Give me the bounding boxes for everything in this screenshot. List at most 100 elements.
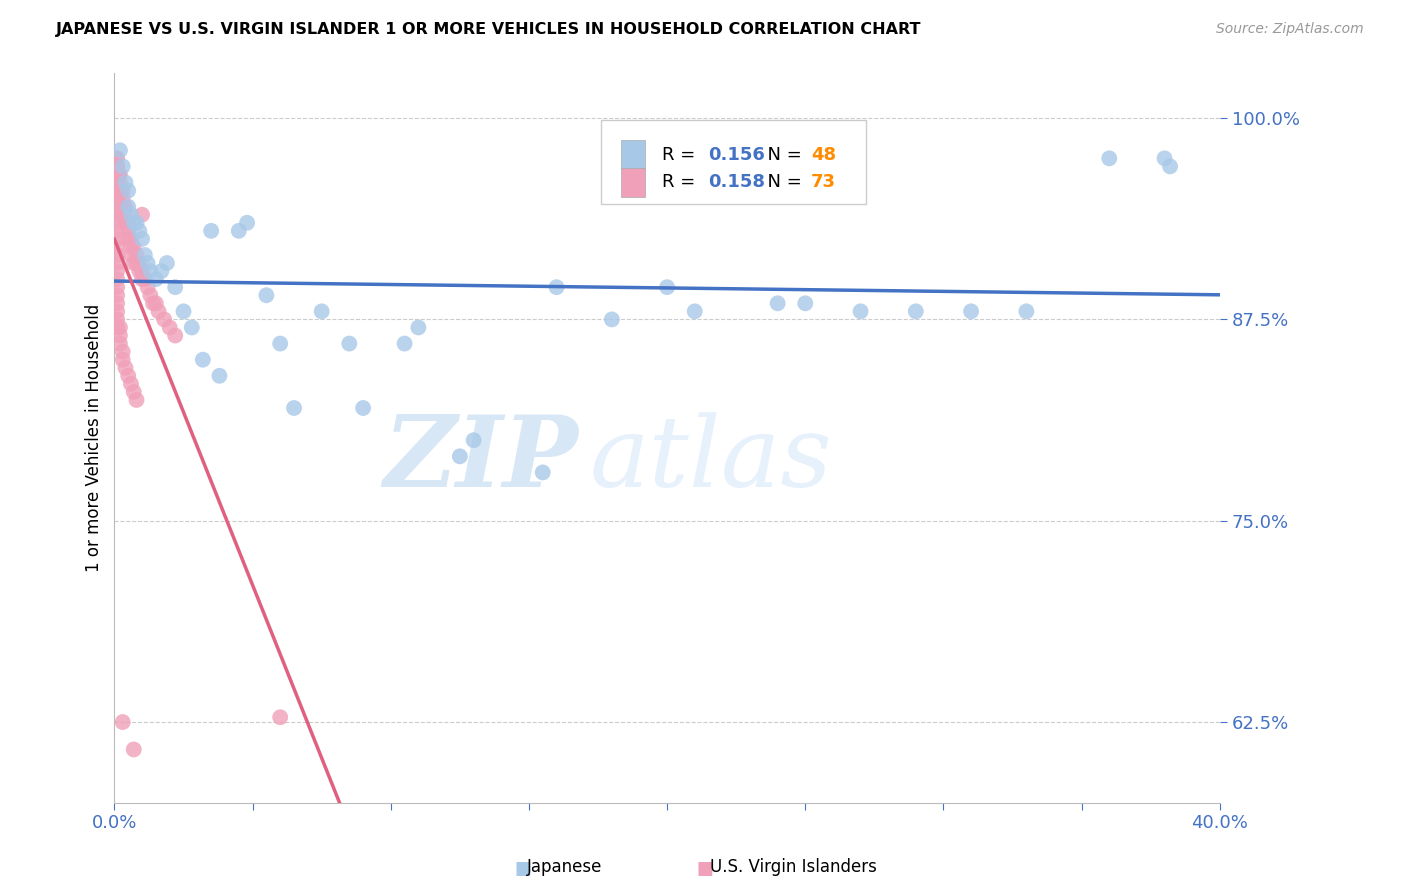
Point xyxy=(128,256,150,270)
Point xyxy=(269,336,291,351)
Point xyxy=(105,296,128,310)
Point xyxy=(408,320,430,334)
Text: atlas: atlas xyxy=(589,412,832,508)
Point xyxy=(766,296,789,310)
Point xyxy=(117,232,139,246)
Point xyxy=(150,264,173,278)
Point xyxy=(136,256,159,270)
Point xyxy=(269,710,291,724)
Point xyxy=(1098,152,1121,166)
Point xyxy=(111,192,134,206)
FancyBboxPatch shape xyxy=(620,140,645,169)
FancyBboxPatch shape xyxy=(600,120,866,204)
Point xyxy=(117,224,139,238)
Point xyxy=(105,304,128,318)
Point xyxy=(122,384,145,399)
Point xyxy=(311,304,333,318)
Point xyxy=(105,312,128,326)
Text: ▪: ▪ xyxy=(696,853,714,881)
Point xyxy=(165,280,187,294)
Point xyxy=(111,200,134,214)
Point xyxy=(134,248,156,262)
Point xyxy=(117,184,139,198)
Point xyxy=(117,216,139,230)
Point xyxy=(108,320,131,334)
Point xyxy=(125,392,148,407)
Point xyxy=(128,264,150,278)
Point xyxy=(114,176,136,190)
Point xyxy=(122,742,145,756)
Point xyxy=(105,192,128,206)
Point xyxy=(449,450,471,464)
Point xyxy=(142,296,165,310)
Point xyxy=(546,280,568,294)
Point xyxy=(105,208,128,222)
Point xyxy=(1159,160,1181,174)
Point xyxy=(600,312,623,326)
Point xyxy=(165,328,187,343)
Point xyxy=(105,320,128,334)
Point xyxy=(105,272,128,286)
Point xyxy=(208,368,231,383)
Point xyxy=(105,168,128,182)
Text: Source: ZipAtlas.com: Source: ZipAtlas.com xyxy=(1216,22,1364,37)
Point xyxy=(904,304,927,318)
Point xyxy=(105,280,128,294)
Point xyxy=(111,344,134,359)
Point xyxy=(120,376,142,391)
Point xyxy=(105,256,128,270)
Point xyxy=(111,714,134,729)
Point xyxy=(105,288,128,302)
Point xyxy=(105,240,128,254)
Point xyxy=(104,152,127,166)
Point xyxy=(463,434,485,448)
Point xyxy=(145,272,167,286)
Point xyxy=(114,216,136,230)
Point xyxy=(117,200,139,214)
Point xyxy=(236,216,259,230)
Point xyxy=(111,352,134,367)
Point xyxy=(352,401,374,415)
Point xyxy=(128,224,150,238)
Text: R =: R = xyxy=(662,173,700,192)
Point xyxy=(108,168,131,182)
Point xyxy=(191,352,214,367)
Text: 48: 48 xyxy=(811,145,837,164)
Point xyxy=(114,200,136,214)
Point xyxy=(122,240,145,254)
Text: N =: N = xyxy=(755,145,807,164)
Text: N =: N = xyxy=(755,173,807,192)
Point xyxy=(683,304,706,318)
Text: U.S. Virgin Islanders: U.S. Virgin Islanders xyxy=(710,858,877,876)
Text: 0.156: 0.156 xyxy=(709,145,765,164)
Point xyxy=(111,184,134,198)
Point xyxy=(105,152,128,166)
Point xyxy=(105,160,128,174)
Point xyxy=(108,143,131,157)
Text: ZIP: ZIP xyxy=(384,411,579,508)
Point xyxy=(114,360,136,375)
Point xyxy=(145,296,167,310)
Text: 73: 73 xyxy=(811,173,835,192)
Text: ▪: ▪ xyxy=(513,853,531,881)
Point xyxy=(105,200,128,214)
Point xyxy=(1153,152,1175,166)
Point xyxy=(131,232,153,246)
Point xyxy=(337,336,360,351)
Point xyxy=(105,264,128,278)
Point xyxy=(131,208,153,222)
Point xyxy=(200,224,222,238)
Point xyxy=(107,168,129,182)
Point xyxy=(134,272,156,286)
Point xyxy=(122,256,145,270)
Point xyxy=(120,240,142,254)
Point xyxy=(228,224,250,238)
Point xyxy=(105,216,128,230)
Point xyxy=(960,304,983,318)
Point xyxy=(156,256,179,270)
Point xyxy=(794,296,817,310)
Point xyxy=(849,304,872,318)
Point xyxy=(531,466,554,480)
Point xyxy=(111,160,134,174)
Point xyxy=(173,304,195,318)
